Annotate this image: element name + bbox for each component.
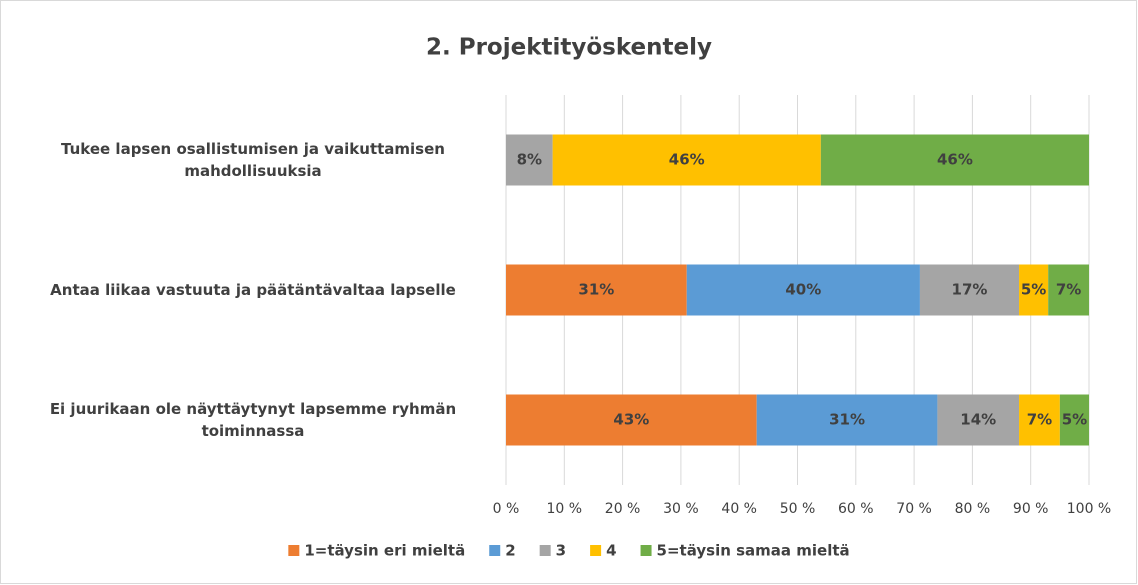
legend-label: 3 [556,542,566,560]
bar-segment [506,394,757,446]
bar-segment [506,134,553,186]
data-label: 5% [1021,281,1046,299]
category-label: Antaa liikaa vastuuta ja päätäntävaltaa … [50,281,456,299]
bar-segment [820,134,1089,186]
bar-segment [756,394,938,446]
x-tick-label: 50 % [780,501,816,517]
data-label: 40% [785,281,821,299]
chart-title: 2. Projektityöskentely [426,35,712,61]
x-tick-label: 0 % [493,501,520,517]
legend-label: 1=täysin eri mieltä [304,542,465,560]
bar-segment [1019,264,1049,316]
data-label: 46% [937,151,973,169]
x-tick-label: 100 % [1067,501,1111,517]
x-tick-label: 60 % [838,501,874,517]
data-label: 46% [669,151,705,169]
x-tick-label: 10 % [547,501,583,517]
bar-segment [686,264,920,316]
legend-swatch [590,545,602,556]
bar-segment [552,134,821,186]
bar-segment [506,264,687,316]
data-label: 43% [613,411,649,429]
bar-segment [1059,394,1089,446]
legend-swatch [489,545,501,556]
data-label: 14% [960,411,996,429]
x-tick-label: 20 % [605,501,641,517]
x-tick-label: 70 % [896,501,932,517]
data-label: 8% [517,151,542,169]
data-label: 31% [578,281,614,299]
data-label: 31% [829,411,865,429]
legend-label: 5=täysin samaa mieltä [657,542,850,560]
bar-segment [1019,394,1060,446]
category-label: Tukee lapsen osallistumisen ja vaikuttam… [61,140,445,180]
x-tick-label: 40 % [721,501,757,517]
legend-swatch [539,545,551,556]
bar-segment [1048,264,1089,316]
data-label: 7% [1027,411,1052,429]
data-label: 5% [1062,411,1087,429]
legend-swatch [288,545,300,556]
x-tick-label: 90 % [1013,501,1049,517]
x-tick-label: 80 % [955,501,991,517]
legend-label: 4 [606,542,616,560]
bar-segment [937,394,1020,446]
bar-segment [919,264,1020,316]
legend-swatch [640,545,652,556]
x-tick-label: 30 % [663,501,699,517]
category-label: Ei juurikaan ole näyttäytynyt lapsemme r… [49,400,457,440]
data-label: 7% [1056,281,1081,299]
data-label: 17% [952,281,988,299]
legend-label: 2 [505,542,515,560]
